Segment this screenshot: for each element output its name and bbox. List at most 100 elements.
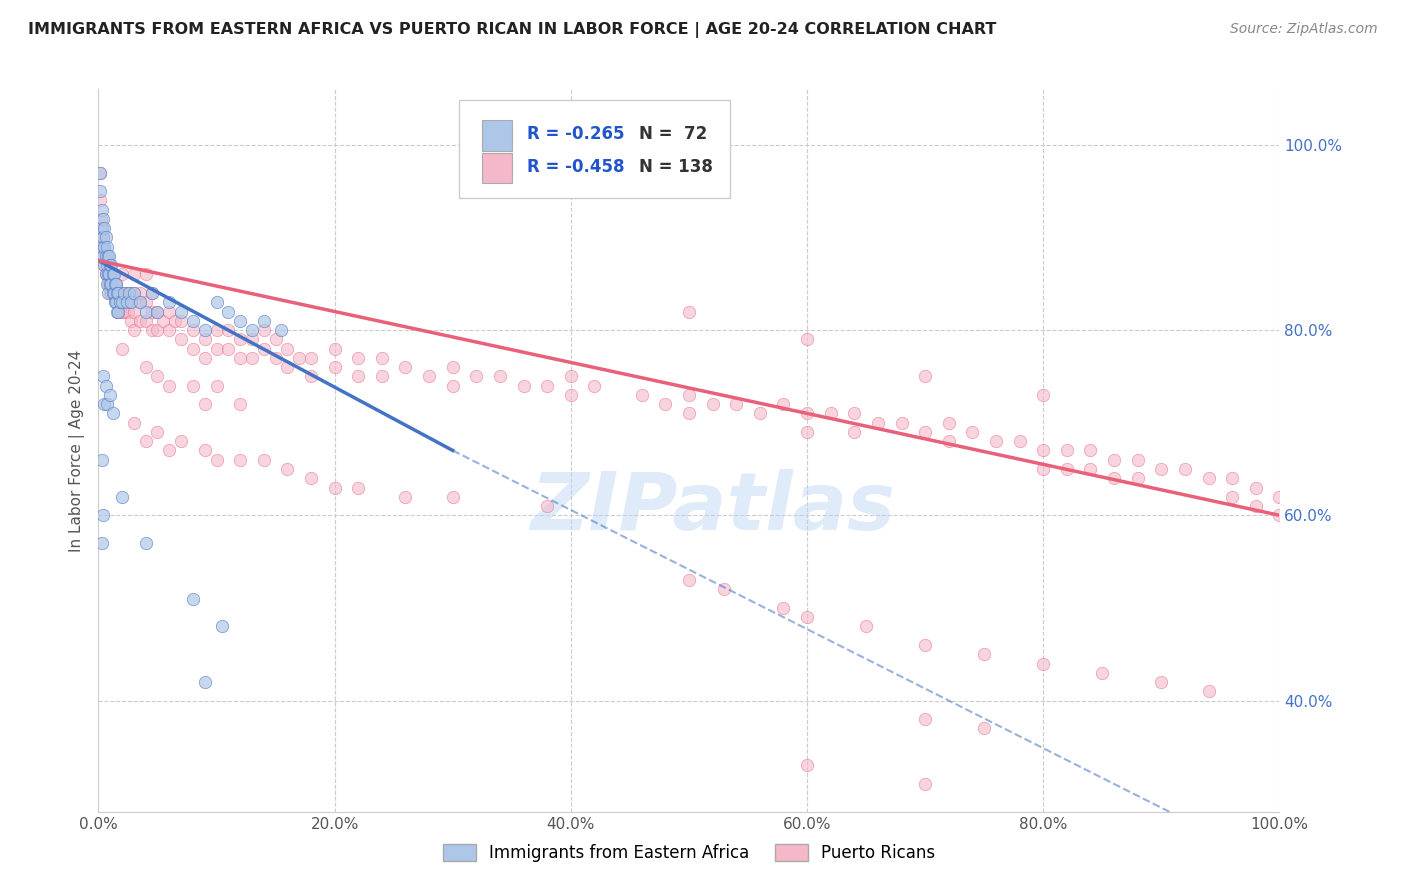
- Point: [678, 573, 700, 587]
- Point: [1032, 388, 1054, 402]
- Point: [394, 360, 416, 375]
- Point: [1102, 452, 1125, 467]
- Point: [89, 165, 111, 179]
- Point: [96, 277, 118, 291]
- Point: [146, 369, 169, 384]
- Point: [560, 388, 582, 402]
- Point: [844, 406, 866, 420]
- Point: [170, 332, 193, 346]
- Point: [121, 295, 143, 310]
- Point: [91, 249, 114, 263]
- Point: [347, 369, 370, 384]
- Point: [90, 230, 112, 244]
- Point: [323, 481, 346, 495]
- Point: [229, 314, 252, 328]
- Point: [128, 295, 150, 310]
- Point: [229, 397, 252, 411]
- Point: [128, 314, 150, 328]
- Point: [146, 304, 169, 318]
- Point: [441, 490, 464, 504]
- Point: [112, 285, 135, 300]
- Point: [264, 332, 287, 346]
- Point: [98, 277, 121, 291]
- Point: [128, 295, 150, 310]
- Point: [772, 601, 794, 615]
- Point: [441, 360, 464, 375]
- Point: [91, 508, 114, 523]
- Point: [194, 675, 217, 690]
- Point: [93, 240, 115, 254]
- Point: [94, 268, 117, 282]
- Point: [264, 351, 287, 365]
- Point: [205, 323, 228, 337]
- Point: [103, 268, 125, 282]
- Point: [157, 378, 180, 392]
- Point: [97, 258, 120, 272]
- Point: [240, 332, 263, 346]
- Point: [181, 342, 204, 356]
- Point: [194, 351, 217, 365]
- Point: [170, 434, 193, 449]
- Point: [141, 285, 163, 300]
- Point: [1198, 471, 1220, 485]
- Point: [141, 285, 163, 300]
- Point: [441, 378, 464, 392]
- Point: [1150, 462, 1173, 476]
- Point: [157, 304, 180, 318]
- Point: [205, 342, 228, 356]
- Point: [984, 434, 1007, 449]
- Point: [93, 258, 115, 272]
- Point: [855, 619, 877, 633]
- Point: [240, 323, 263, 337]
- Point: [270, 323, 292, 337]
- Point: [1032, 462, 1054, 476]
- Point: [1032, 657, 1054, 671]
- Point: [104, 277, 127, 291]
- Point: [512, 378, 534, 392]
- Point: [105, 304, 128, 318]
- Point: [100, 277, 122, 291]
- Point: [146, 304, 169, 318]
- Point: [93, 221, 115, 235]
- Point: [165, 314, 187, 328]
- Point: [1268, 508, 1291, 523]
- Point: [288, 351, 311, 365]
- Point: [105, 285, 128, 300]
- Point: [938, 434, 960, 449]
- Point: [111, 490, 134, 504]
- Point: [96, 397, 118, 411]
- Point: [1150, 675, 1173, 690]
- Point: [347, 481, 370, 495]
- Point: [122, 285, 145, 300]
- Point: [1126, 471, 1149, 485]
- Point: [108, 285, 131, 300]
- Point: [205, 452, 228, 467]
- Point: [96, 249, 118, 263]
- Point: [253, 342, 276, 356]
- Point: [181, 323, 204, 337]
- Point: [796, 758, 818, 772]
- Point: [96, 258, 118, 272]
- Point: [101, 406, 124, 420]
- Text: ZIPatlas: ZIPatlas: [530, 469, 896, 548]
- Point: [560, 369, 582, 384]
- Point: [122, 268, 145, 282]
- Point: [205, 295, 228, 310]
- Point: [299, 369, 322, 384]
- Point: [91, 211, 114, 226]
- Point: [111, 304, 134, 318]
- Point: [299, 471, 322, 485]
- Point: [121, 295, 143, 310]
- Point: [157, 323, 180, 337]
- Point: [1198, 684, 1220, 698]
- FancyBboxPatch shape: [458, 100, 730, 198]
- Point: [796, 332, 818, 346]
- Point: [866, 416, 889, 430]
- Point: [973, 722, 995, 736]
- Point: [347, 351, 370, 365]
- Point: [796, 425, 818, 439]
- Point: [211, 619, 233, 633]
- Point: [135, 536, 157, 550]
- Point: [938, 416, 960, 430]
- Point: [128, 285, 150, 300]
